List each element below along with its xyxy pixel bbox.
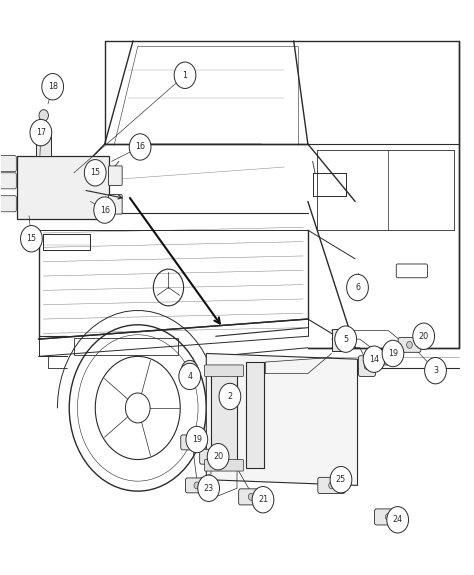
FancyBboxPatch shape (181, 435, 203, 450)
Circle shape (363, 346, 385, 373)
Circle shape (39, 110, 48, 121)
Circle shape (198, 475, 219, 501)
Text: 15: 15 (90, 168, 100, 177)
Circle shape (248, 493, 254, 500)
Circle shape (194, 482, 200, 489)
Text: 25: 25 (336, 475, 346, 484)
Circle shape (181, 361, 198, 381)
Circle shape (385, 513, 391, 520)
Text: 18: 18 (48, 82, 58, 91)
Text: 20: 20 (213, 452, 223, 461)
Circle shape (186, 426, 208, 453)
FancyBboxPatch shape (331, 329, 345, 351)
FancyBboxPatch shape (318, 477, 345, 493)
Circle shape (328, 482, 334, 489)
Circle shape (425, 358, 447, 384)
Circle shape (407, 342, 412, 348)
Text: 19: 19 (388, 349, 398, 358)
Circle shape (30, 120, 52, 146)
Circle shape (387, 507, 409, 533)
FancyBboxPatch shape (36, 133, 51, 156)
Text: 20: 20 (419, 332, 429, 341)
FancyBboxPatch shape (238, 489, 264, 505)
Circle shape (20, 225, 42, 252)
FancyBboxPatch shape (109, 166, 122, 185)
Text: 15: 15 (27, 234, 36, 243)
FancyBboxPatch shape (353, 282, 362, 296)
Circle shape (207, 443, 229, 470)
Circle shape (252, 486, 274, 513)
Circle shape (219, 384, 241, 409)
Circle shape (330, 466, 352, 493)
FancyBboxPatch shape (109, 194, 122, 214)
FancyBboxPatch shape (0, 196, 16, 212)
FancyBboxPatch shape (211, 371, 237, 465)
Circle shape (346, 274, 368, 301)
FancyBboxPatch shape (374, 509, 402, 525)
FancyBboxPatch shape (358, 356, 375, 377)
Polygon shape (206, 354, 357, 485)
Text: 14: 14 (369, 355, 379, 364)
Text: 1: 1 (182, 71, 188, 80)
FancyBboxPatch shape (200, 449, 222, 464)
Text: 24: 24 (392, 515, 403, 524)
Circle shape (174, 62, 196, 89)
Text: 23: 23 (203, 484, 214, 493)
Text: 16: 16 (100, 205, 109, 214)
Text: 6: 6 (355, 283, 360, 292)
FancyBboxPatch shape (0, 156, 16, 171)
Circle shape (364, 363, 370, 370)
Circle shape (84, 160, 106, 186)
FancyBboxPatch shape (204, 365, 244, 377)
Circle shape (382, 340, 404, 367)
Circle shape (129, 134, 151, 160)
Circle shape (179, 363, 201, 390)
Text: 17: 17 (36, 128, 46, 137)
FancyBboxPatch shape (17, 156, 109, 218)
Circle shape (189, 439, 195, 446)
Circle shape (208, 453, 214, 460)
Text: 5: 5 (343, 335, 348, 344)
Circle shape (42, 74, 64, 100)
Circle shape (94, 197, 116, 223)
Circle shape (335, 326, 356, 352)
Text: 3: 3 (433, 366, 438, 375)
FancyBboxPatch shape (185, 478, 208, 493)
FancyBboxPatch shape (204, 459, 244, 471)
Circle shape (381, 354, 386, 361)
FancyBboxPatch shape (398, 338, 421, 352)
Text: 21: 21 (258, 495, 268, 504)
Text: 2: 2 (228, 392, 232, 401)
Text: 19: 19 (192, 435, 202, 444)
FancyBboxPatch shape (372, 350, 395, 365)
FancyBboxPatch shape (246, 362, 264, 468)
Circle shape (413, 323, 435, 350)
Text: 4: 4 (187, 372, 192, 381)
Text: 16: 16 (135, 143, 145, 151)
FancyBboxPatch shape (0, 172, 16, 189)
